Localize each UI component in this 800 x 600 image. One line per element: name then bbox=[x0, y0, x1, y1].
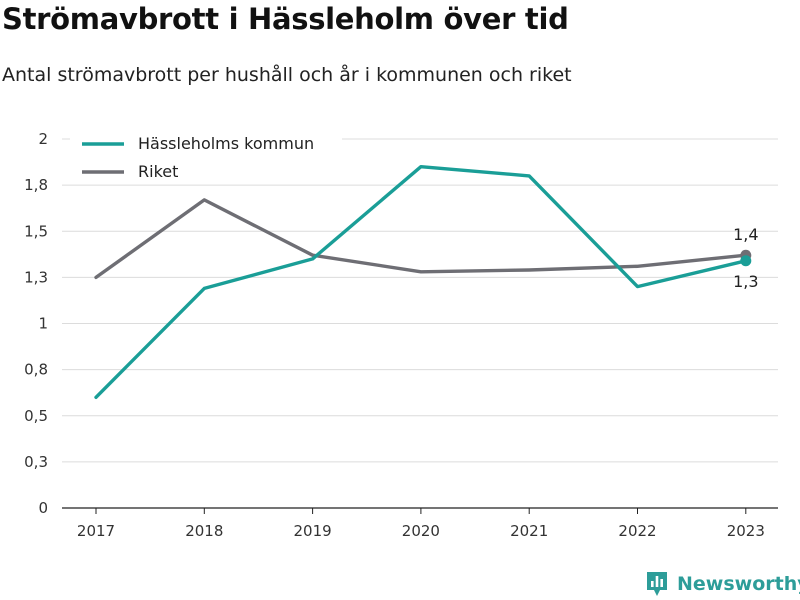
x-tick-label: 2021 bbox=[510, 522, 548, 540]
data-label: 1,4 bbox=[733, 225, 758, 244]
y-tick-label: 0 bbox=[38, 499, 48, 517]
x-tick-label: 2018 bbox=[185, 522, 223, 540]
x-tick-label: 2019 bbox=[294, 522, 332, 540]
x-tick-label: 2017 bbox=[77, 522, 115, 540]
legend-background bbox=[70, 126, 342, 184]
x-tick-label: 2023 bbox=[727, 522, 765, 540]
y-tick-label: 0,3 bbox=[24, 453, 48, 471]
chart-title: Strömavbrott i Hässleholm över tid bbox=[2, 2, 569, 36]
x-tick-label: 2020 bbox=[402, 522, 440, 540]
y-tick-label: 2 bbox=[38, 130, 48, 148]
series-line bbox=[94, 164, 748, 399]
y-tick-label: 0,8 bbox=[24, 361, 48, 379]
brand-name: Newsworthy bbox=[677, 573, 800, 595]
bar-chart-logo-icon bbox=[647, 572, 667, 596]
series-end-point bbox=[740, 255, 752, 267]
y-tick-label: 1,5 bbox=[24, 222, 48, 240]
brand-logo: Newsworthy bbox=[645, 570, 800, 598]
legend-label: Riket bbox=[138, 162, 178, 181]
y-tick-label: 1,3 bbox=[24, 268, 48, 286]
data-label: 1,3 bbox=[733, 272, 758, 291]
chart-subtitle: Antal strömavbrott per hushåll och år i … bbox=[2, 64, 572, 86]
y-tick-label: 0,5 bbox=[24, 407, 48, 425]
y-tick-label: 1,8 bbox=[24, 176, 48, 194]
series-line bbox=[94, 198, 748, 280]
x-tick-label: 2022 bbox=[618, 522, 656, 540]
legend-label: Hässleholms kommun bbox=[138, 134, 314, 153]
y-tick-label: 1 bbox=[38, 315, 48, 333]
